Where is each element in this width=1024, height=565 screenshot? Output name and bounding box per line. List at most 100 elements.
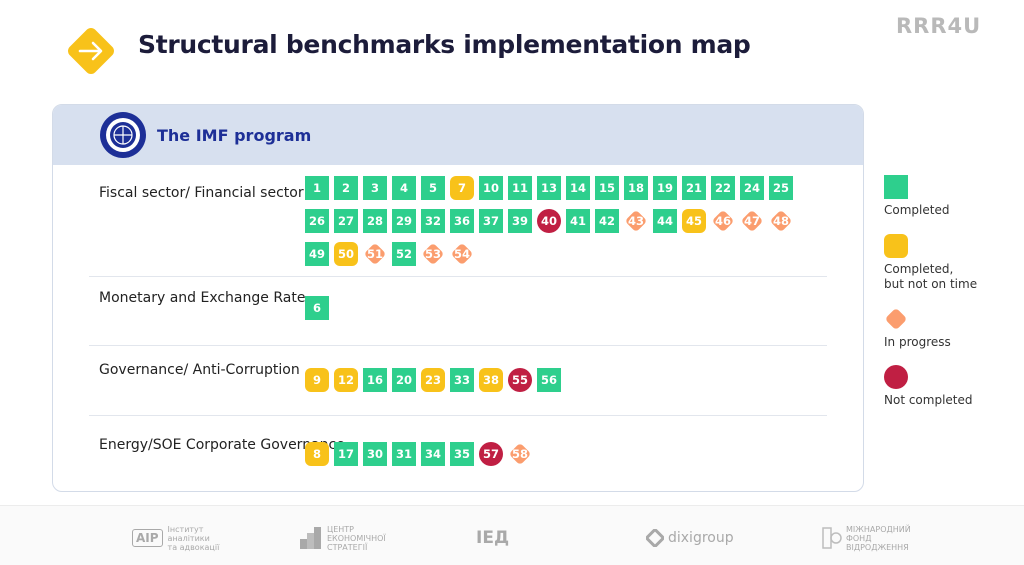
benchmark-number: 3 (370, 181, 379, 195)
benchmark-number: 13 (540, 181, 557, 195)
benchmark-number: 7 (457, 181, 466, 195)
benchmark-number: 39 (511, 214, 528, 228)
benchmark-31: 31 (392, 442, 416, 466)
benchmark-54: 54 (450, 242, 474, 266)
benchmark-18: 18 (624, 176, 648, 200)
benchmark-19: 19 (653, 176, 677, 200)
benchmark-number: 40 (540, 214, 557, 228)
benchmark-number: 11 (511, 181, 528, 195)
benchmark-number: 47 (743, 214, 760, 228)
benchmark-21: 21 (682, 176, 706, 200)
benchmark-number: 2 (341, 181, 350, 195)
benchmark-number: 46 (714, 214, 731, 228)
benchmark-50: 50 (334, 242, 358, 266)
benchmark-number: 27 (337, 214, 354, 228)
benchmark-number: 4 (399, 181, 408, 195)
benchmark-43: 43 (624, 209, 648, 233)
benchmark-28: 28 (363, 209, 387, 233)
legend-completed-late: Completed, but not on time (884, 234, 977, 292)
benchmark-38: 38 (479, 368, 503, 392)
benchmark-number: 18 (627, 181, 644, 195)
benchmark-number: 26 (308, 214, 325, 228)
dixigroup-logo: dixigroup (646, 526, 734, 550)
benchmarks-monetary: 6 (305, 296, 825, 329)
benchmark-41: 41 (566, 209, 590, 233)
benchmark-9: 9 (305, 368, 329, 392)
benchmark-number: 55 (511, 373, 528, 387)
benchmark-number: 28 (366, 214, 383, 228)
benchmark-25: 25 (769, 176, 793, 200)
benchmarks-governance: 9 12 16 20 23 33 38 55 56 (305, 368, 825, 401)
benchmark-number: 56 (540, 373, 557, 387)
benchmark-number: 32 (424, 214, 441, 228)
ces-stairs-icon (300, 527, 321, 549)
benchmark-number: 17 (337, 447, 354, 461)
benchmark-14: 14 (566, 176, 590, 200)
benchmark-35: 35 (450, 442, 474, 466)
benchmark-22: 22 (711, 176, 735, 200)
legend-in-progress: In progress (884, 307, 951, 350)
benchmark-number: 1 (312, 181, 321, 195)
benchmark-number: 44 (656, 214, 673, 228)
legend-label: Completed (884, 203, 950, 217)
ied-logo-text: IЕД (476, 528, 510, 548)
sector-label-fiscal: Fiscal sector/ Financial sector (99, 185, 304, 201)
benchmark-number: 15 (598, 181, 615, 195)
benchmark-55: 55 (508, 368, 532, 392)
benchmark-number: 45 (685, 214, 702, 228)
benchmark-16: 16 (363, 368, 387, 392)
benchmark-number: 34 (424, 447, 441, 461)
benchmark-29: 29 (392, 209, 416, 233)
benchmark-40: 40 (537, 209, 561, 233)
dixigroup-mark-icon (646, 529, 664, 547)
row-divider (89, 345, 827, 346)
footer-divider (0, 505, 1024, 506)
benchmark-33: 33 (450, 368, 474, 392)
benchmark-42: 42 (595, 209, 619, 233)
benchmark-53: 53 (421, 242, 445, 266)
brand-logo: RRR4U (896, 14, 982, 38)
benchmark-5: 5 (421, 176, 445, 200)
sector-label-monetary: Monetary and Exchange Rate (99, 290, 306, 306)
benchmark-number: 52 (395, 247, 412, 261)
benchmark-37: 37 (479, 209, 503, 233)
benchmark-3: 3 (363, 176, 387, 200)
benchmark-56: 56 (537, 368, 561, 392)
arrow-right-icon (68, 28, 114, 74)
benchmark-48: 48 (769, 209, 793, 233)
irf-mark-icon (822, 527, 842, 549)
benchmark-number: 12 (337, 373, 354, 387)
benchmark-30: 30 (363, 442, 387, 466)
legend-label: Completed, but not on time (884, 262, 978, 291)
benchmark-number: 37 (482, 214, 499, 228)
benchmark-number: 10 (482, 181, 499, 195)
legend-label: Not completed (884, 393, 973, 407)
imf-seal-logo (100, 112, 146, 158)
benchmark-34: 34 (421, 442, 445, 466)
benchmark-number: 53 (424, 247, 441, 261)
legend-completed: Completed (884, 175, 949, 218)
benchmark-51: 51 (363, 242, 387, 266)
irf-logo-text: МІЖНАРОДНИЙ ФОНД ВІДРОДЖЕННЯ (846, 524, 911, 552)
benchmark-27: 27 (334, 209, 358, 233)
row-divider (89, 415, 827, 416)
benchmark-49: 49 (305, 242, 329, 266)
benchmark-11: 11 (508, 176, 532, 200)
benchmark-number: 6 (312, 301, 321, 315)
legend-not-completed: Not completed (884, 365, 973, 408)
benchmark-number: 51 (366, 247, 383, 261)
legend-label: In progress (884, 335, 951, 349)
irf-logo: МІЖНАРОДНИЙ ФОНД ВІДРОДЖЕННЯ (822, 524, 911, 552)
benchmark-39: 39 (508, 209, 532, 233)
benchmark-number: 14 (569, 181, 586, 195)
benchmark-number: 30 (366, 447, 383, 461)
benchmark-number: 23 (424, 373, 441, 387)
benchmark-number: 36 (453, 214, 470, 228)
in-progress-marker (884, 307, 908, 331)
benchmark-number: 22 (714, 181, 731, 195)
benchmark-52: 52 (392, 242, 416, 266)
benchmark-44: 44 (653, 209, 677, 233)
card-title: The IMF program (157, 126, 312, 145)
benchmark-number: 19 (656, 181, 673, 195)
benchmark-number: 57 (482, 447, 499, 461)
